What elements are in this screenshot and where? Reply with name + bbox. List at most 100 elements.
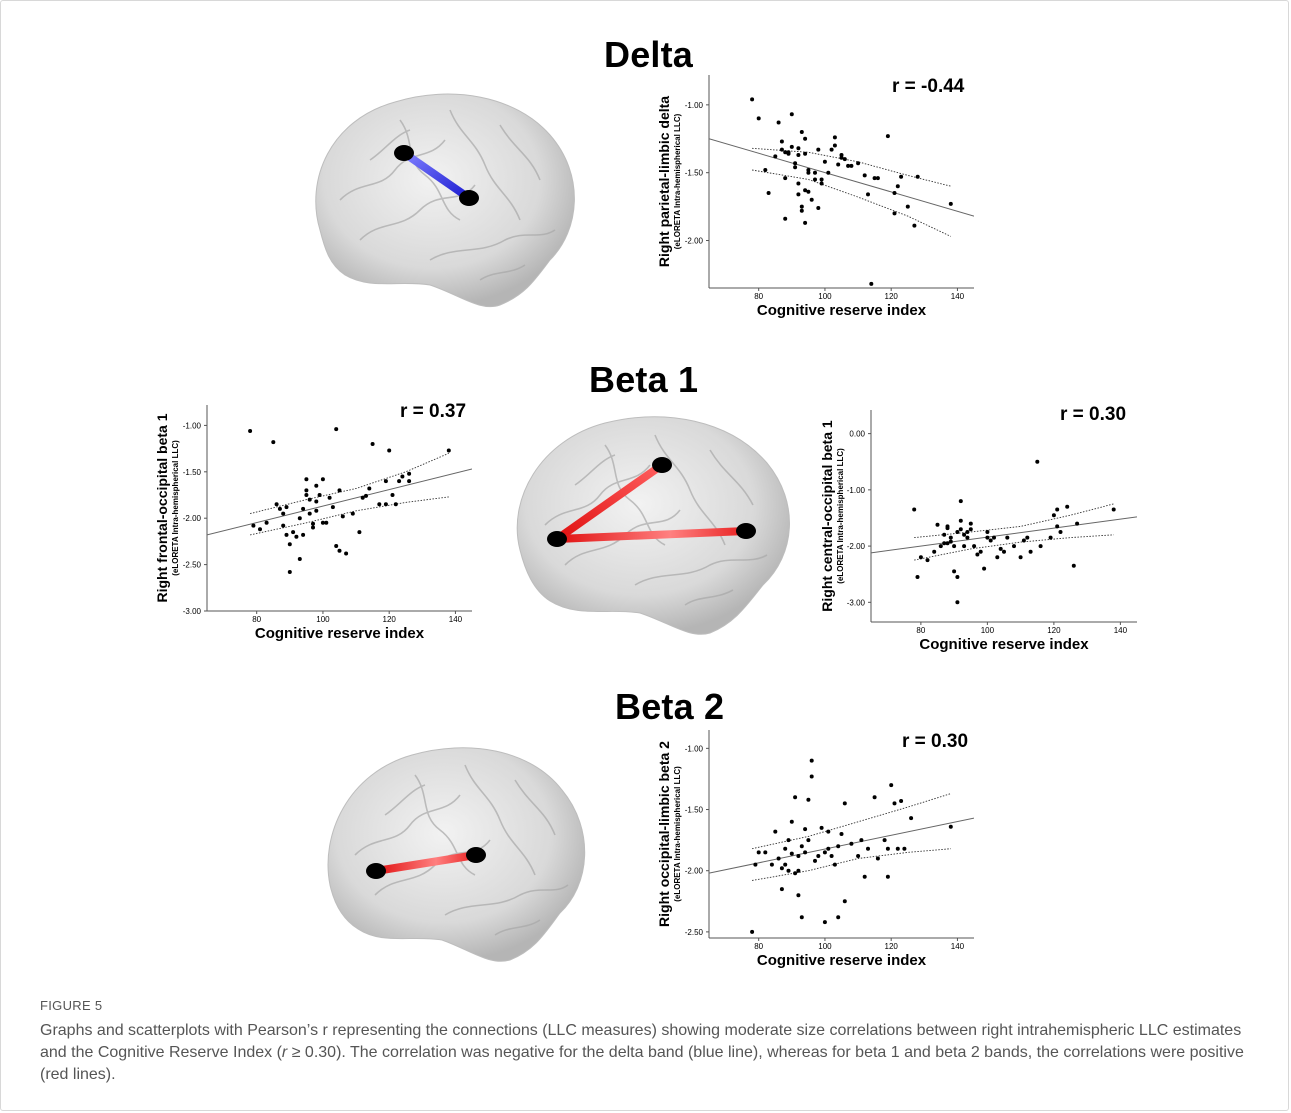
data-point [264, 520, 269, 525]
data-point [796, 181, 801, 186]
beta2-scatter-svg: 80 100 120 140 -1.00 -1.50 -2.00 -2.50 r = 0.30 C… [656, 730, 974, 969]
data-point [806, 189, 811, 194]
data-point [776, 120, 781, 125]
data-point [248, 429, 253, 433]
x-tick-label: 140 [951, 942, 965, 951]
data-point [350, 511, 355, 516]
caption-italic-r: r [281, 1044, 288, 1061]
data-point [866, 846, 870, 851]
data-point [796, 146, 801, 151]
data-point [360, 495, 365, 500]
data-point [958, 499, 963, 504]
x-axis-label: Cognitive reserve index [757, 302, 927, 319]
data-point [875, 856, 880, 861]
data-point [1055, 507, 1060, 512]
data-point [291, 530, 296, 535]
y-axis-sublabel: (eLORETA Intra-hemispherical LLC) [171, 440, 180, 576]
data-point [816, 147, 821, 152]
data-point [826, 829, 831, 834]
y-tick-label: -1.50 [183, 468, 202, 477]
y-axis-label: Right occipital-limbic beta 2 [656, 741, 672, 927]
data-point [958, 518, 963, 523]
data-point [271, 440, 276, 445]
data-point [1005, 535, 1010, 540]
data-point [803, 850, 808, 855]
y-tick-label: -1.50 [685, 169, 704, 178]
y-axis-label: Right central-occipital beta 1 [819, 420, 835, 612]
delta-scatter-svg: 80 100 120 140 -1.00 -1.50 -2.00 r = -0.44 Cogni… [656, 75, 974, 319]
data-point [284, 532, 289, 537]
data-point [311, 521, 315, 526]
y-axis-sublabel: (eLORETA Intra-hemispherical LLC) [673, 766, 682, 902]
data-point [301, 506, 306, 511]
data-point [992, 535, 996, 540]
data-point [832, 862, 837, 867]
data-point [334, 427, 339, 432]
data-point [301, 532, 306, 537]
y-tick-label: -3.00 [183, 607, 202, 616]
data-point [889, 783, 894, 788]
data-point [387, 448, 392, 453]
data-point [803, 136, 808, 141]
ci-lower-band [250, 496, 449, 536]
beta1-node-frontal [652, 457, 672, 473]
data-point [277, 506, 282, 511]
data-point [819, 181, 824, 186]
data-point [822, 159, 827, 164]
data-point [324, 520, 329, 525]
ci-upper-band [914, 503, 1114, 539]
delta-node-limbic [459, 190, 479, 206]
data-point [803, 151, 808, 156]
data-point [832, 143, 837, 148]
data-point [284, 505, 289, 510]
data-point [786, 150, 791, 155]
data-point [337, 548, 342, 553]
x-tick-label: 140 [449, 615, 463, 624]
ci-lower-band [752, 848, 951, 881]
y-axis-sublabel: (eLORETA Intra-hemispherical LLC) [836, 448, 845, 584]
data-point [945, 541, 950, 546]
data-point [796, 854, 801, 858]
data-point [948, 535, 953, 540]
x-tick-label: 120 [1047, 626, 1061, 635]
data-point [1035, 459, 1040, 464]
data-point [304, 477, 309, 482]
data-point [978, 549, 983, 554]
data-point [899, 174, 904, 179]
data-point [793, 165, 798, 170]
data-point [1028, 549, 1033, 554]
data-point [813, 858, 817, 863]
data-point [836, 162, 841, 167]
data-point [793, 871, 798, 876]
data-point [297, 516, 302, 521]
beta1-node-central [736, 523, 756, 539]
data-point [763, 168, 768, 172]
y-tick-label: -1.00 [685, 101, 704, 110]
x-tick-label: 80 [916, 626, 925, 635]
beta1-frontal-occipital-scatterplot: 80 100 120 140 -1.00 -1.50 -2.00 -2.50 -3.00 r = … [150, 395, 490, 655]
data-point [756, 850, 761, 855]
delta-brain-svg [315, 93, 575, 307]
data-point [836, 844, 841, 849]
beta1-central-occipital-scatterplot: 80 100 120 140 0.00 -1.00 -2.00 -3.00 r = 0.30 Co… [815, 400, 1145, 665]
data-point [320, 477, 325, 482]
y-tick-label: -2.50 [183, 561, 202, 570]
data-point [803, 827, 808, 832]
data-point [895, 184, 900, 189]
data-point [985, 530, 990, 534]
data-point [955, 600, 960, 605]
data-point [779, 147, 784, 152]
y-tick-label: -2.00 [685, 867, 704, 876]
data-point [958, 527, 963, 532]
data-point [822, 850, 827, 855]
data-point [304, 493, 309, 497]
y-tick-label: -3.00 [847, 598, 866, 607]
x-tick-label: 140 [1114, 626, 1128, 635]
data-point [370, 442, 375, 446]
y-tick-label: 0.00 [849, 430, 865, 439]
data-point [859, 838, 864, 843]
data-point [809, 774, 814, 779]
data-point [320, 520, 325, 525]
data-point [885, 846, 890, 851]
